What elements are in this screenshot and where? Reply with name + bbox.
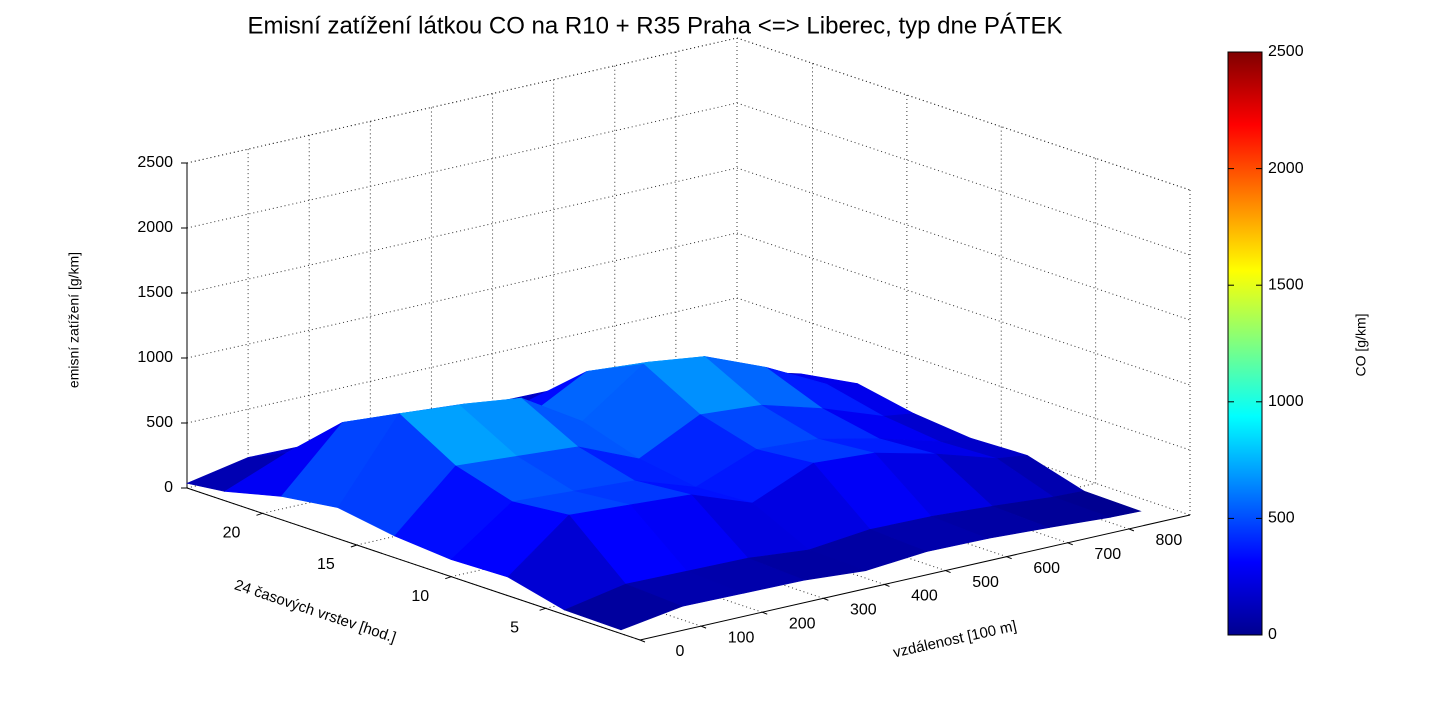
- x-tick: [884, 583, 890, 587]
- colorbar-tick-label: 1500: [1268, 276, 1304, 293]
- y-tick: [539, 607, 546, 611]
- x-tick-label: 300: [850, 602, 877, 619]
- x-tick-label: 200: [789, 615, 816, 632]
- grid-line: [186, 167, 738, 294]
- box-edge: [186, 37, 738, 164]
- z-tick-label: 2000: [137, 219, 173, 236]
- y-tick: [350, 544, 358, 548]
- y-tick: [256, 512, 263, 516]
- surface-patch: [563, 583, 684, 631]
- y-tick-label: 5: [510, 620, 519, 637]
- z-tick-label: 500: [146, 414, 173, 431]
- grid-line: [186, 102, 738, 229]
- x-tick-label: 0: [676, 643, 685, 660]
- x-tick: [823, 597, 829, 601]
- x-tick: [1067, 542, 1073, 546]
- x-tick-label: 500: [972, 574, 999, 591]
- x-tick-label: 400: [911, 588, 938, 605]
- x-axis-label: vzdálenost [100 m]: [892, 618, 1019, 662]
- z-tick-label: 2500: [137, 154, 173, 171]
- grid-line: [736, 167, 1191, 321]
- x-tick: [639, 639, 646, 643]
- colorbar-tick-label: 2000: [1268, 160, 1304, 177]
- z-tick-label: 0: [164, 479, 173, 496]
- z-tick-label: 1500: [137, 284, 173, 301]
- box-edge: [736, 37, 1191, 191]
- colorbar-tick-label: 500: [1268, 510, 1295, 527]
- x-tick: [700, 625, 707, 629]
- y-tick: [445, 576, 452, 580]
- x-tick: [762, 611, 768, 615]
- x-tick: [1128, 528, 1135, 532]
- x-tick-label: 100: [728, 629, 755, 646]
- y-tick-label: 10: [411, 588, 429, 605]
- x-tick: [945, 570, 951, 574]
- x-tick-label: 800: [1156, 532, 1183, 549]
- colorbar-tick-label: 0: [1268, 626, 1277, 643]
- colorbar-tick-label: 1000: [1268, 393, 1304, 410]
- grid-line: [186, 232, 738, 359]
- x-tick-label: 600: [1033, 560, 1060, 577]
- x-tick: [1006, 556, 1012, 560]
- colorbar: [1227, 51, 1263, 636]
- y-tick-label: 20: [223, 525, 241, 542]
- z-axis-label: emisní zatížení [g/km]: [66, 252, 82, 388]
- y-tick-label: 15: [317, 556, 335, 573]
- grid-line: [736, 232, 1191, 386]
- y-axis-label: 24 časových vrstev [hod.]: [232, 577, 398, 647]
- x-axis: [639, 514, 1191, 641]
- grid-line: [736, 102, 1191, 256]
- z-tick-label: 1000: [137, 349, 173, 366]
- colorbar-tick-label: 2500: [1268, 43, 1304, 60]
- x-tick-label: 700: [1094, 546, 1121, 563]
- chart-title: Emisní zatížení látkou CO na R10 + R35 P…: [247, 12, 1062, 39]
- colorbar-label: CO [g/km]: [1353, 313, 1369, 376]
